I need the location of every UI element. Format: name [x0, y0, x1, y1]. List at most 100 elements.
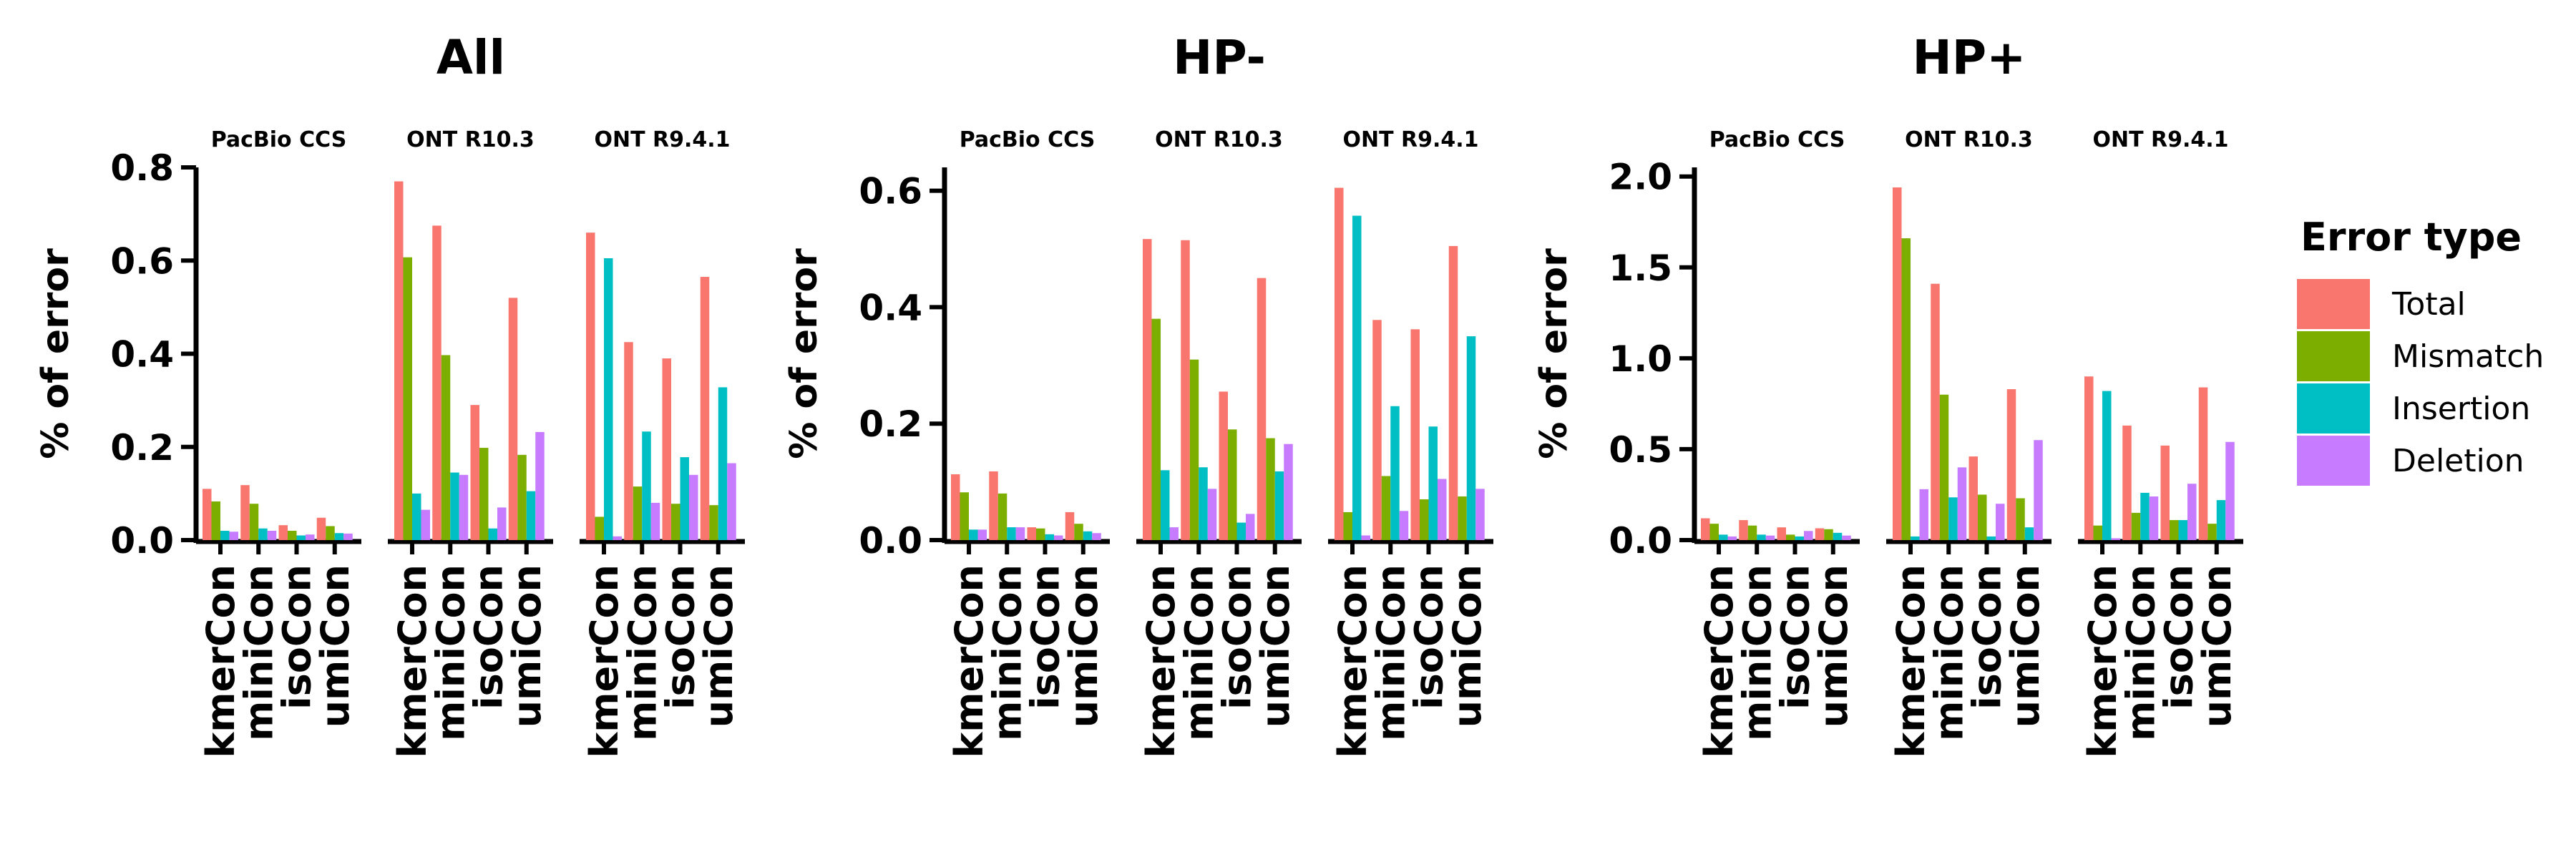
bar-total: [1968, 456, 1978, 540]
x-tick-label: kmerCon: [1697, 564, 1742, 758]
bar-insertion: [1161, 470, 1170, 540]
legend-key-deletion: [2297, 436, 2370, 486]
bar-insertion: [1199, 467, 1208, 540]
bar-total: [1065, 511, 1075, 540]
x-tick-label: umiCon: [504, 564, 550, 728]
bar-mismatch: [1074, 524, 1083, 540]
bar-deletion: [421, 509, 430, 540]
bar-deletion: [1727, 536, 1737, 540]
bar-insertion: [450, 472, 459, 540]
bar-deletion: [1284, 444, 1293, 540]
y-tick-label: 1.5: [1609, 248, 1672, 289]
y-tick-label: 0.0: [859, 520, 922, 562]
bar-insertion: [1833, 532, 1843, 540]
bar-mismatch: [2016, 498, 2025, 540]
bar-mismatch: [1458, 496, 1467, 540]
bar-deletion: [2149, 496, 2159, 540]
y-tick-label: 0.2: [110, 427, 174, 469]
bar-deletion: [306, 534, 315, 540]
bar-mismatch: [1901, 238, 1911, 540]
y-tick-label: 0.4: [859, 287, 922, 328]
bar-deletion: [2187, 484, 2197, 540]
bar-mismatch: [1824, 529, 1833, 540]
bar-mismatch: [960, 492, 969, 540]
x-tick-label: isoCon: [1023, 564, 1068, 710]
bar-insertion: [1911, 536, 1920, 540]
bar-deletion: [1054, 535, 1063, 540]
bar-insertion: [334, 533, 344, 540]
bar-deletion: [613, 536, 622, 540]
y-tick-label: 2.0: [1609, 157, 1672, 198]
bar-total: [1181, 240, 1190, 540]
bar-mismatch: [1189, 359, 1199, 540]
bar-deletion: [650, 502, 660, 540]
bar-insertion: [220, 530, 230, 540]
bar-total: [1448, 245, 1458, 540]
bar-insertion: [526, 491, 536, 540]
bar-mismatch: [403, 257, 412, 540]
facet-label: ONT R10.3: [1155, 127, 1283, 152]
bar-mismatch: [1343, 511, 1352, 540]
bar-total: [1777, 527, 1786, 540]
y-tick-label: 0.6: [859, 171, 922, 212]
x-tick-label: miniCon: [985, 564, 1030, 741]
bar-insertion: [2216, 500, 2226, 540]
bar-total: [1219, 391, 1228, 540]
bar-total: [432, 225, 441, 540]
legend-label: Deletion: [2392, 443, 2524, 479]
x-tick-label: isoCon: [1215, 564, 1260, 710]
bar-mismatch: [2207, 524, 2217, 540]
bar-deletion: [1169, 527, 1179, 540]
x-tick-label: kmerCon: [2080, 564, 2125, 758]
bar-total: [586, 232, 595, 540]
bar-mismatch: [1420, 499, 1429, 540]
x-tick-label: umiCon: [2003, 564, 2048, 728]
bar-total: [1143, 239, 1152, 540]
bar-deletion: [1804, 531, 1813, 540]
bar-total: [508, 298, 518, 540]
panel-title: HP+: [1913, 30, 2026, 85]
x-tick-label: miniCon: [1368, 564, 1413, 741]
bar-total: [1701, 518, 1710, 540]
bar-deletion: [1842, 535, 1851, 540]
bar-total: [1410, 329, 1420, 540]
bar-deletion: [1207, 489, 1217, 540]
bar-deletion: [977, 529, 987, 540]
x-tick-label: umiCon: [2195, 564, 2240, 728]
bar-total: [1027, 527, 1036, 540]
x-tick-label: kmerCon: [390, 564, 435, 758]
bar-total: [2160, 445, 2170, 540]
x-tick-label: kmerCon: [1138, 564, 1184, 758]
bar-mismatch: [1151, 318, 1161, 540]
bar-total: [1815, 528, 1825, 540]
bar-insertion: [969, 529, 978, 540]
x-tick-label: kmerCon: [582, 564, 627, 758]
bar-total: [316, 517, 326, 540]
x-tick-label: kmerCon: [1330, 564, 1375, 758]
bar-deletion: [1399, 511, 1409, 540]
bar-insertion: [1986, 536, 1996, 540]
bar-deletion: [1919, 489, 1928, 540]
bar-deletion: [1015, 527, 1025, 540]
x-tick-label: miniCon: [428, 564, 473, 741]
y-tick-label: 0.0: [1609, 520, 1672, 562]
y-tick-label: 0.6: [110, 240, 174, 282]
facet-label: ONT R10.3: [406, 127, 535, 152]
y-axis-label: % of error: [34, 248, 77, 459]
facet-label: PacBio CCS: [1709, 127, 1845, 152]
x-tick-label: kmerCon: [1888, 564, 1933, 758]
bar-mismatch: [1228, 429, 1237, 540]
y-axis-label: % of error: [1533, 248, 1576, 459]
bar-mismatch: [1786, 534, 1795, 540]
y-tick-label: 0.0: [110, 520, 174, 562]
bar-insertion: [1236, 522, 1246, 540]
bar-mismatch: [1978, 494, 1987, 540]
bar-insertion: [680, 457, 689, 540]
bar-total: [278, 525, 288, 540]
bar-insertion: [1466, 336, 1476, 540]
bar-deletion: [1438, 479, 1447, 540]
y-tick-label: 0.8: [110, 147, 174, 189]
x-tick-label: kmerCon: [947, 564, 992, 758]
x-tick-label: isoCon: [467, 564, 512, 710]
